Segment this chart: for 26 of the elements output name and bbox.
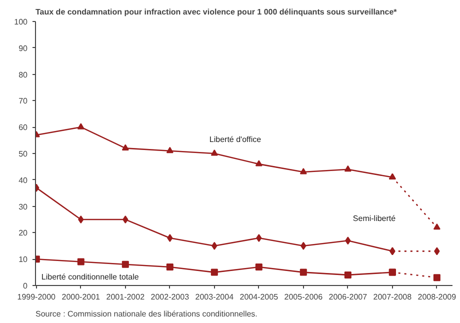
y-tick-label: 40 (18, 176, 28, 185)
x-tick-label: 2008-2009 (418, 292, 457, 302)
y-tick-label: 30 (18, 202, 28, 212)
series-label: Liberté d'office (209, 135, 262, 144)
y-tick-label: 60 (18, 123, 28, 132)
y-tick-label: 50 (18, 150, 28, 158)
y-tick-label: 70 (18, 96, 28, 106)
x-tick-label: 1999-2000 (17, 292, 56, 302)
series-label: Liberté conditionnelle totale (41, 272, 140, 282)
chart-title: Taux de condamnation pour infraction avec violence pour 1 000 délinquants sous surveillance* (36, 8, 398, 16)
x-tick-label: 2001-2002 (106, 292, 146, 302)
x-tick-label: 2006-2007 (328, 292, 368, 302)
y-tick-label: 20 (18, 228, 28, 238)
y-tick-label: 80 (18, 70, 28, 80)
x-tick-label: 2007-2008 (373, 292, 412, 302)
y-tick-label: 10 (18, 255, 28, 264)
x-tick-label: 2000-2001 (62, 292, 101, 302)
x-tick-label: 2005-2006 (284, 292, 324, 302)
x-tick-label: 2004-2005 (240, 292, 279, 302)
x-tick-label: 2002-2003 (150, 292, 190, 302)
y-tick-label: 0 (23, 282, 28, 290)
y-tick-label: 100 (14, 18, 28, 26)
x-tick-label: 2003-2004 (195, 292, 234, 302)
series-label: Semi-liberté (352, 214, 396, 224)
source-note: Source : Commission nationale des libérations conditionnelles. (36, 310, 258, 318)
y-tick-label: 90 (18, 44, 28, 53)
